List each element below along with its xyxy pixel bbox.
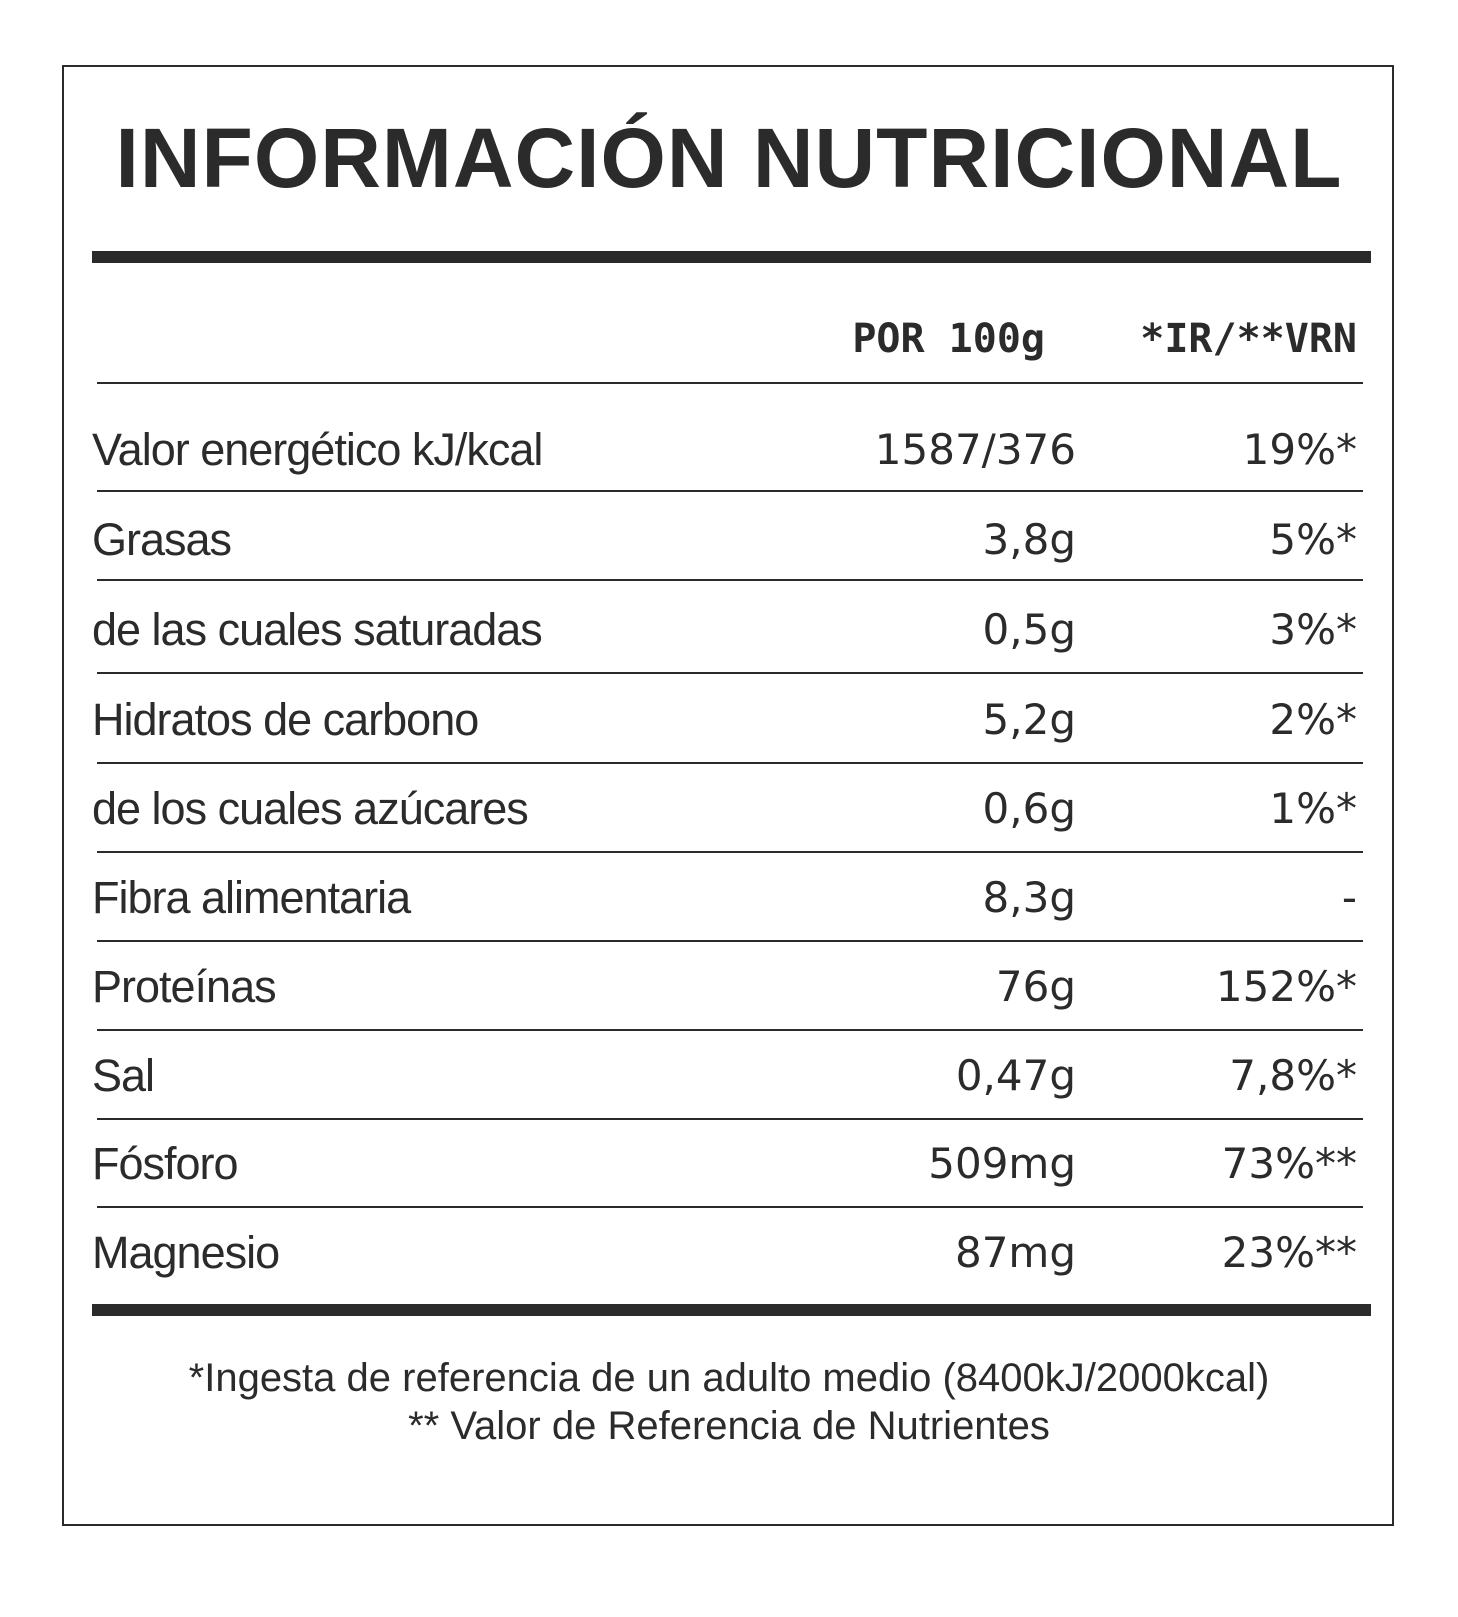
row-divider [97,579,1363,581]
row-divider [97,1029,1363,1031]
table-row: de las cuales saturadas 0,5g 3%* [92,600,1357,660]
nutrient-name: Grasas [92,514,232,565]
nutrient-name: Fósforo [92,1138,239,1189]
nutrient-amount: 3,8g [982,515,1076,564]
nutrient-amount: 0,6g [982,784,1076,833]
nutrient-name: Magnesio [92,1227,280,1278]
page-title: INFORMACIÓN NUTRICIONAL [115,111,1343,205]
nutrient-ir: 19%* [1242,425,1357,474]
nutrient-name: Fibra alimentaria [92,872,411,923]
nutrient-amount: 509mg [928,1139,1076,1188]
nutrient-amount: 87mg [954,1228,1076,1277]
nutrient-name: Proteínas [92,961,277,1012]
nutrient-ir: 7,8%* [1229,1051,1357,1100]
table-row: Grasas 3,8g 5%* [92,510,1357,570]
nutrient-ir: 23%** [1221,1228,1357,1277]
row-divider [97,762,1363,764]
nutrient-ir: 73%** [1221,1139,1357,1188]
nutrient-ir: 2%* [1269,695,1357,744]
table-row: Hidratos de carbono 5,2g 2%* [92,690,1357,750]
column-header-per-100g: POR 100g [852,316,1045,362]
nutrition-panel [62,65,1394,1526]
nutrient-name: de los cuales azúcares [92,783,529,834]
nutrient-amount: 1587/376 [874,425,1076,474]
row-divider [97,672,1363,674]
nutrient-amount: 8,3g [982,873,1076,922]
table-row: Magnesio 87mg 23%** [92,1223,1357,1283]
nutrient-amount: 76g [995,962,1076,1011]
footnote-ir: *Ingesta de referencia de un adulto medi… [188,1356,1270,1400]
nutrient-name: Valor energético kJ/kcal [92,424,543,475]
nutrient-amount: 5,2g [982,695,1076,744]
nutrient-amount: 0,47g [955,1051,1076,1100]
nutrient-name: Hidratos de carbono [92,694,479,745]
row-divider [97,490,1363,492]
nutrient-amount: 0,5g [982,605,1076,654]
bottom-thick-divider [92,1304,1371,1316]
table-row: Sal 0,47g 7,8%* [92,1046,1357,1106]
nutrient-ir: 3%* [1269,605,1357,654]
row-divider [97,940,1363,942]
row-divider [97,851,1363,853]
row-divider [97,1206,1363,1208]
nutrient-ir: 1%* [1269,784,1357,833]
nutrient-name: Sal [92,1050,155,1101]
nutrient-ir: 5%* [1269,515,1357,564]
table-row: Valor energético kJ/kcal 1587/376 19%* [92,420,1357,480]
nutrient-name: de las cuales saturadas [92,604,543,655]
row-divider [97,1118,1363,1120]
column-header-ir-vrn: *IR/**VRN [1140,316,1357,362]
nutrient-ir: 152%* [1215,962,1357,1011]
top-thick-divider [92,251,1371,263]
table-row: de los cuales azúcares 0,6g 1%* [92,779,1357,839]
footnote-vrn: ** Valor de Referencia de Nutrientes [408,1404,1050,1448]
table-row: Proteínas 76g 152%* [92,957,1357,1017]
nutrient-ir: - [1341,873,1357,922]
table-row: Fósforo 509mg 73%** [92,1134,1357,1194]
table-row: Fibra alimentaria 8,3g - [92,868,1357,928]
header-divider [97,382,1363,384]
